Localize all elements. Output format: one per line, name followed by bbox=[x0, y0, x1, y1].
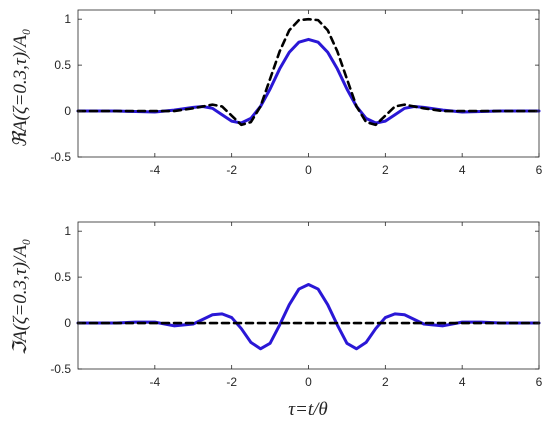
bottom-axes-box bbox=[77, 221, 540, 370]
bottom-x-tick-label: 6 bbox=[536, 375, 543, 389]
bottom-x-tick-label: -4 bbox=[149, 375, 160, 389]
bottom-y-tick-label: 1 bbox=[64, 224, 71, 238]
bottom-y-tick-label: -0.5 bbox=[50, 362, 71, 376]
top-panel: ℜA(ζ=0.3,τ)/A₀ -4 -2 0 2 4 6 -0.5 0 0.5 1 bbox=[10, 9, 543, 177]
top-series-dashed-line bbox=[76, 17, 541, 127]
bottom-y-tick-label: 0.5 bbox=[54, 270, 71, 284]
top-axes-box bbox=[77, 9, 540, 158]
top-x-tick-label: 0 bbox=[305, 163, 312, 177]
bottom-x-tick-label: 0 bbox=[305, 375, 312, 389]
x-axis-label: τ=t/θ bbox=[288, 399, 328, 420]
top-y-axis-label: ℜA(ζ=0.3,τ)/A₀ bbox=[10, 28, 31, 147]
bottom-x-tick-label: 4 bbox=[459, 375, 466, 389]
top-y-tick-label: -0.5 bbox=[50, 150, 71, 164]
bottom-panel: ℑA(ζ=0.3,τ)/A₀ τ=t/θ -4 -2 0 2 4 6 -0.5 0 0.5 1 bbox=[10, 221, 543, 420]
top-y-tick-label: 0.5 bbox=[54, 58, 71, 72]
bottom-x-tick-label: -2 bbox=[226, 375, 237, 389]
top-x-tick-label: -2 bbox=[226, 163, 237, 177]
top-y-tick-label: 0 bbox=[64, 104, 71, 118]
top-x-tick-label: -4 bbox=[149, 163, 160, 177]
bottom-series-solid-line bbox=[76, 282, 541, 351]
bottom-x-tick-label: 2 bbox=[382, 375, 389, 389]
bottom-y-axis-label: ℑA(ζ=0.3,τ)/A₀ bbox=[10, 239, 31, 356]
top-x-tick-label: 6 bbox=[536, 163, 543, 177]
top-x-tick-label: 4 bbox=[459, 163, 466, 177]
bottom-y-tick-label: 0 bbox=[64, 316, 71, 330]
top-x-tick-label: 2 bbox=[382, 163, 389, 177]
top-y-tick-label: 1 bbox=[64, 12, 71, 26]
